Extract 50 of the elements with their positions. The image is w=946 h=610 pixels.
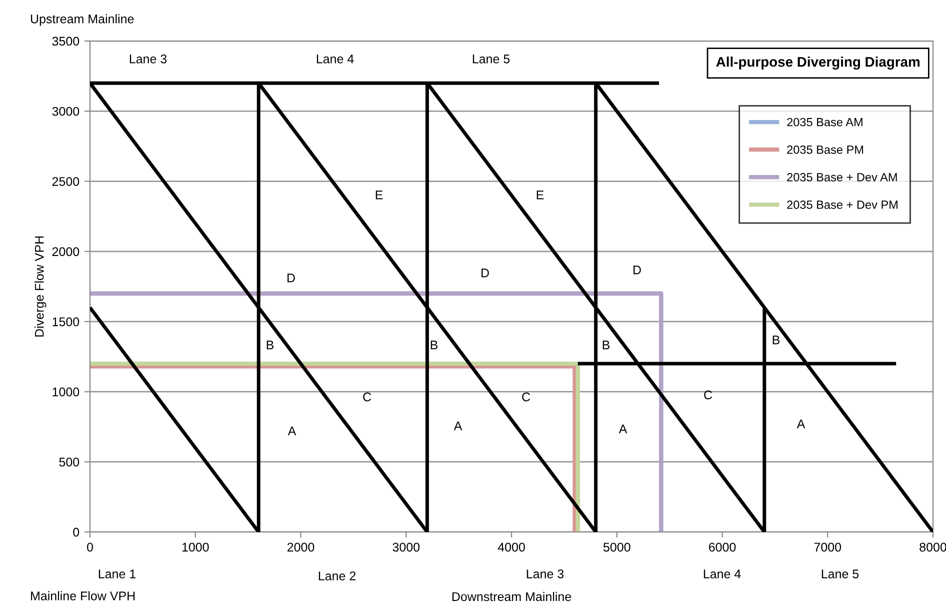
text: All-purpose Diverging Diagram — [716, 56, 920, 70]
annotation: C — [704, 390, 712, 400]
x-axis-title: Downstream Mainline — [452, 592, 572, 602]
annotation: Lane 3 — [130, 54, 167, 64]
annotation: Lane 5 — [472, 54, 510, 64]
annotation: D — [634, 266, 641, 274]
annotation: A — [796, 420, 806, 428]
y-tick-label: 2000 — [52, 247, 80, 256]
annotation: A — [288, 426, 296, 436]
annotation: D — [288, 274, 295, 282]
annotation: C — [363, 392, 372, 402]
x-tick-label: 5000 — [603, 542, 630, 552]
y-tick-label: 1500 — [52, 317, 80, 326]
y-tick-label: 3000 — [52, 106, 80, 116]
text: Lane 1 — [98, 570, 136, 578]
text: Mainline Flow VPH — [31, 591, 135, 600]
text: Lane 3 — [526, 570, 564, 578]
text: Lane 5 — [822, 570, 859, 578]
annotation: C — [522, 392, 530, 402]
y-axis-title: Diverge Flow VPH — [34, 236, 46, 337]
text: Lane 4 — [704, 570, 741, 578]
y-tick-label: 1000 — [52, 388, 80, 396]
legend-label: 2035 Base AM — [787, 118, 862, 126]
x-tick-label: 8000 — [920, 542, 946, 552]
x-tick-label: 1000 — [182, 542, 209, 552]
x-tick-label: 0 — [87, 542, 93, 552]
annotation: Lane 4 — [316, 54, 354, 64]
annotation: E — [536, 190, 544, 200]
annotation: A — [618, 424, 628, 434]
annotation: B — [772, 336, 780, 344]
annotation: B — [266, 340, 274, 350]
x-tick-label: 6000 — [708, 542, 736, 552]
x-tick-label: 3000 — [392, 542, 420, 552]
y-tick-label: 3500 — [52, 36, 80, 46]
annotation: E — [376, 190, 383, 200]
y-tick-label: 2500 — [52, 177, 80, 186]
y-tick-label: 500 — [59, 458, 80, 467]
legend-label: 2035 Base + Dev AM — [787, 173, 897, 182]
text: Upstream Mainline — [30, 14, 134, 26]
x-tick-label: 4000 — [498, 542, 525, 552]
x-tick-label: 7000 — [814, 542, 842, 552]
annotation: A — [454, 422, 462, 430]
text: Lane 2 — [318, 572, 356, 580]
x-tick-label: 2000 — [287, 542, 314, 552]
annotation: B — [602, 340, 610, 350]
legend-label: 2035 Base + Dev PM — [787, 200, 898, 209]
y-tick-label: 0 — [73, 528, 80, 537]
legend-label: 2035 Base PM — [787, 145, 864, 154]
annotation: D — [482, 268, 489, 278]
annotation: B — [430, 340, 438, 350]
